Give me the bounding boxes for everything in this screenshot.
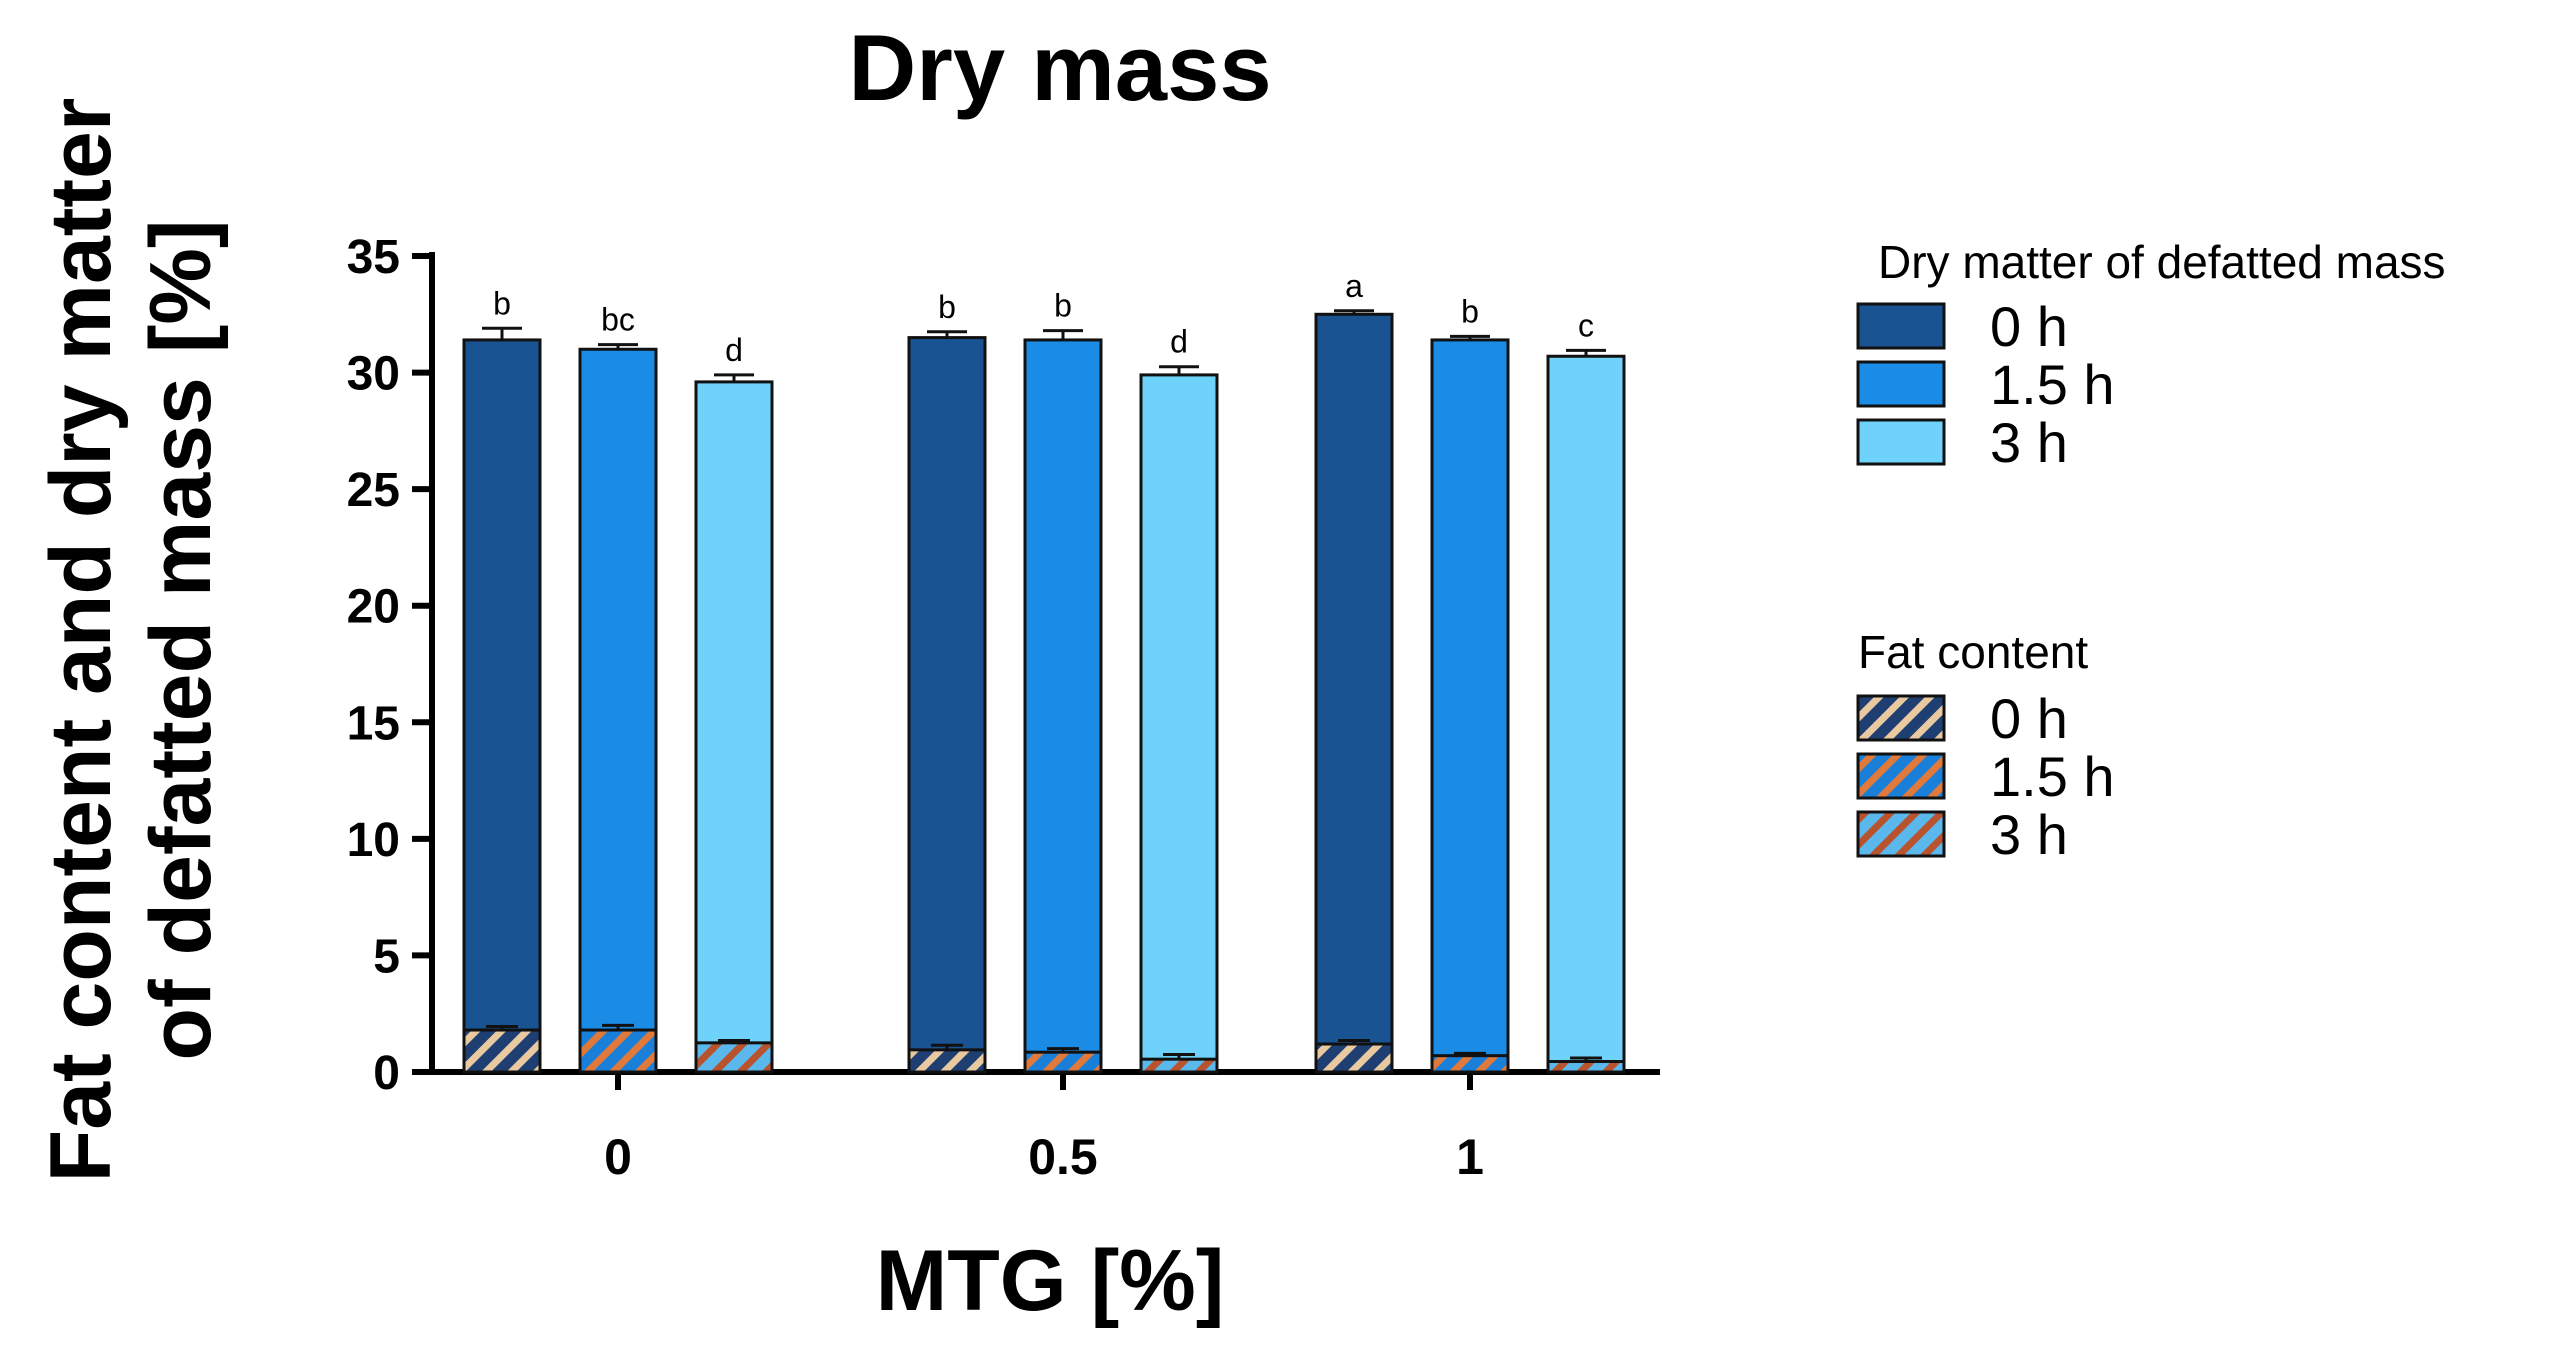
x-tick-label: 0	[604, 1129, 632, 1185]
y-tick-label: 30	[347, 348, 400, 401]
bar-dry-matter	[907, 336, 987, 1074]
bar-dry-matter	[1139, 373, 1219, 1074]
x-axis-title: MTG [%]	[876, 1233, 1225, 1329]
bar-fat-content	[1023, 1050, 1103, 1074]
legend-swatch-dry-matter	[1856, 360, 1946, 408]
bar-fat-content	[694, 1041, 774, 1074]
y-axis-title-line-2: of defatted mass [%]	[133, 219, 229, 1060]
legend-label-fat: 1.5 h	[1990, 745, 2115, 808]
bar-fat-content	[1546, 1060, 1626, 1074]
bar-dry-matter	[1546, 354, 1626, 1074]
y-axis-title-line-1: Fat content and dry matter	[33, 98, 129, 1183]
significance-label: c	[1578, 307, 1594, 343]
y-tick-label: 5	[373, 930, 400, 983]
legend-label-fat: 0 h	[1990, 687, 2068, 750]
significance-label: d	[1170, 324, 1188, 360]
bar-dry-matter	[694, 380, 774, 1074]
legend-title-fat: Fat content	[1858, 626, 2088, 678]
x-tick-label: 1	[1456, 1129, 1484, 1185]
legend-label-dry-matter: 0 h	[1990, 295, 2068, 358]
legend-swatch-fat	[1856, 810, 1946, 858]
significance-label: b	[1054, 288, 1072, 324]
significance-label: b	[938, 289, 956, 325]
y-tick-label: 20	[347, 581, 400, 634]
legend-swatch-dry-matter	[1856, 418, 1946, 466]
legend-swatch-dry-matter	[1856, 302, 1946, 350]
bar-dry-matter	[578, 347, 658, 1074]
bar-dry-matter	[1023, 338, 1103, 1074]
bar-fat-content	[1430, 1054, 1510, 1074]
x-tick-label: 0.5	[1028, 1129, 1098, 1185]
bar-dry-matter	[1430, 338, 1510, 1074]
significance-label: b	[1461, 293, 1479, 329]
bar-fat-content	[578, 1028, 658, 1074]
significance-label: d	[725, 332, 743, 368]
legend-label-dry-matter: 1.5 h	[1990, 353, 2115, 416]
y-tick-label: 10	[347, 814, 400, 867]
legend-label-fat: 3 h	[1990, 803, 2068, 866]
y-tick-label: 15	[347, 697, 400, 750]
legend-label-dry-matter: 3 h	[1990, 411, 2068, 474]
y-tick-label: 35	[347, 231, 400, 284]
significance-label: a	[1345, 268, 1363, 304]
bar-fat-content	[462, 1028, 542, 1074]
bar-dry-matter	[462, 338, 542, 1074]
significance-label: b	[493, 285, 511, 321]
bar-fat-content	[1314, 1042, 1394, 1074]
bar-fat-content	[1139, 1057, 1219, 1074]
y-tick-label: 25	[347, 464, 400, 517]
significance-label: bc	[601, 302, 635, 338]
chart-title: Dry mass	[848, 15, 1271, 120]
bar-fat-content	[907, 1048, 987, 1074]
bar-dry-matter	[1314, 312, 1394, 1074]
y-axis-title: Fat content and dry matter of defatted m…	[33, 98, 229, 1183]
legend-title-dry-matter: Dry matter of defatted mass	[1878, 236, 2446, 288]
legend-swatch-fat	[1856, 694, 1946, 742]
legend-swatch-fat	[1856, 752, 1946, 800]
y-tick-label: 0	[373, 1047, 400, 1100]
